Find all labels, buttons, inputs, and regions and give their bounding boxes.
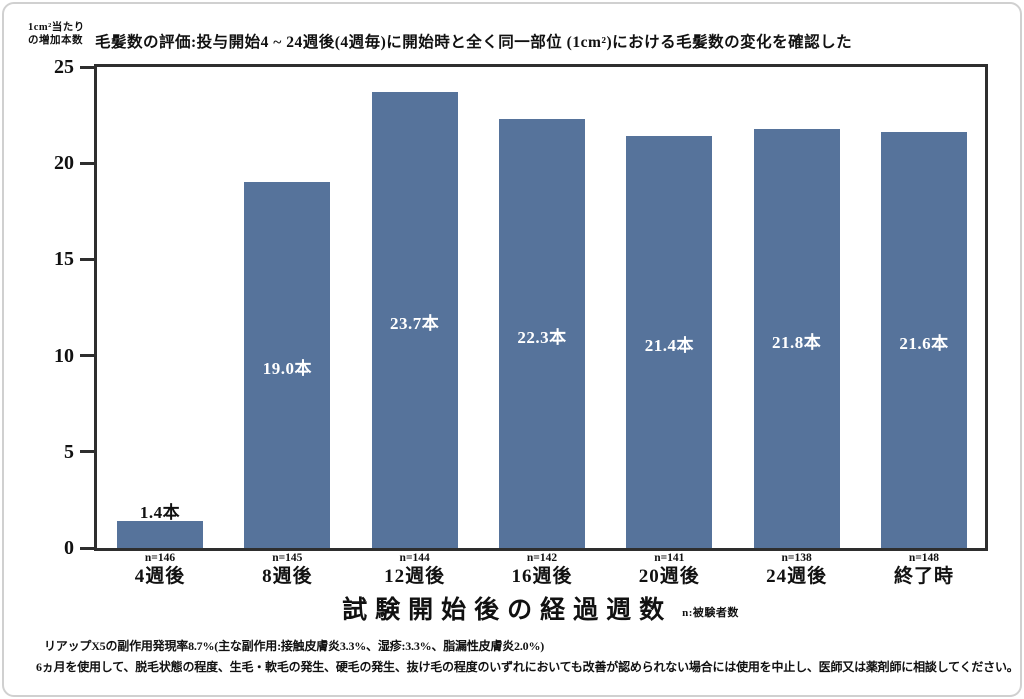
- footnote-usage-warning: 6ヵ月を使用して、脱毛状態の程度、生毛・軟毛の発生、硬毛の発生、抜け毛の程度のい…: [36, 660, 1019, 674]
- bar: [244, 182, 331, 548]
- bar: [880, 132, 967, 548]
- y-axis-title-line2: の増加本数: [28, 35, 83, 46]
- y-tick-mark: [80, 161, 96, 165]
- bar-value-label: 19.0本: [262, 359, 312, 378]
- bar: [753, 129, 840, 548]
- chart-title: 毛髪数の評価:投与開始4 ~ 24週後(4週毎)に開始時と全く同一部位 (1cm…: [95, 34, 853, 51]
- bar: [117, 521, 203, 548]
- bar-value-label: 21.6本: [899, 334, 949, 353]
- bar-n-label: n=138: [781, 552, 812, 564]
- y-tick-mark: [80, 546, 96, 550]
- bar: [498, 119, 585, 548]
- x-axis-note: n:被験者数: [682, 607, 739, 619]
- x-category-label: 24週後: [766, 566, 828, 587]
- x-category-label: 12週後: [384, 566, 446, 587]
- x-category-label: 終了時: [893, 566, 954, 587]
- bar-n-label: n=142: [526, 552, 558, 564]
- bar-n-label: n=141: [654, 552, 685, 564]
- y-tick-label: 15: [54, 248, 74, 271]
- bar-value-label: 22.3本: [517, 327, 567, 347]
- y-axis-title-line1: 1cm²当たり: [28, 22, 85, 33]
- bar-value-label: 21.8本: [772, 332, 822, 352]
- y-tick-label: 0: [64, 537, 74, 559]
- x-category-label: 4週後: [134, 566, 186, 587]
- bar-n-label: n=146: [144, 552, 176, 564]
- y-tick-mark: [80, 354, 96, 358]
- bar-value-label: 23.7本: [390, 314, 440, 333]
- bar: [626, 136, 713, 548]
- y-tick-mark: [80, 450, 96, 454]
- y-tick-label: 25: [54, 56, 74, 78]
- footnote-side-effects: リアップX5の副作用発現率8.7%(主な副作用:接触皮膚炎3.3%、湿疹:3.3…: [44, 639, 545, 653]
- bar: [371, 92, 458, 548]
- bar-value-label: 21.4本: [644, 336, 694, 355]
- y-tick-mark: [80, 257, 96, 261]
- bar-value-label: 1.4本: [139, 503, 181, 522]
- x-category-label: 16週後: [511, 566, 573, 587]
- y-tick-mark: [80, 65, 96, 69]
- bar-n-label: n=148: [908, 552, 940, 564]
- y-tick-label: 20: [54, 152, 74, 175]
- y-tick-label: 10: [54, 344, 74, 367]
- x-category-label: 8週後: [262, 566, 313, 587]
- x-axis-title: 試験開始後の経過週数: [342, 597, 673, 624]
- x-category-label: 20週後: [638, 566, 700, 587]
- x-axis-title-row: 試験開始後の経過週数 n:被験者数: [96, 590, 985, 626]
- y-axis-title: 1cm²当たり の増加本数: [28, 21, 85, 47]
- y-tick-label: 5: [64, 440, 74, 463]
- bar-n-label: n=144: [399, 552, 430, 564]
- bar-n-label: n=145: [272, 552, 303, 564]
